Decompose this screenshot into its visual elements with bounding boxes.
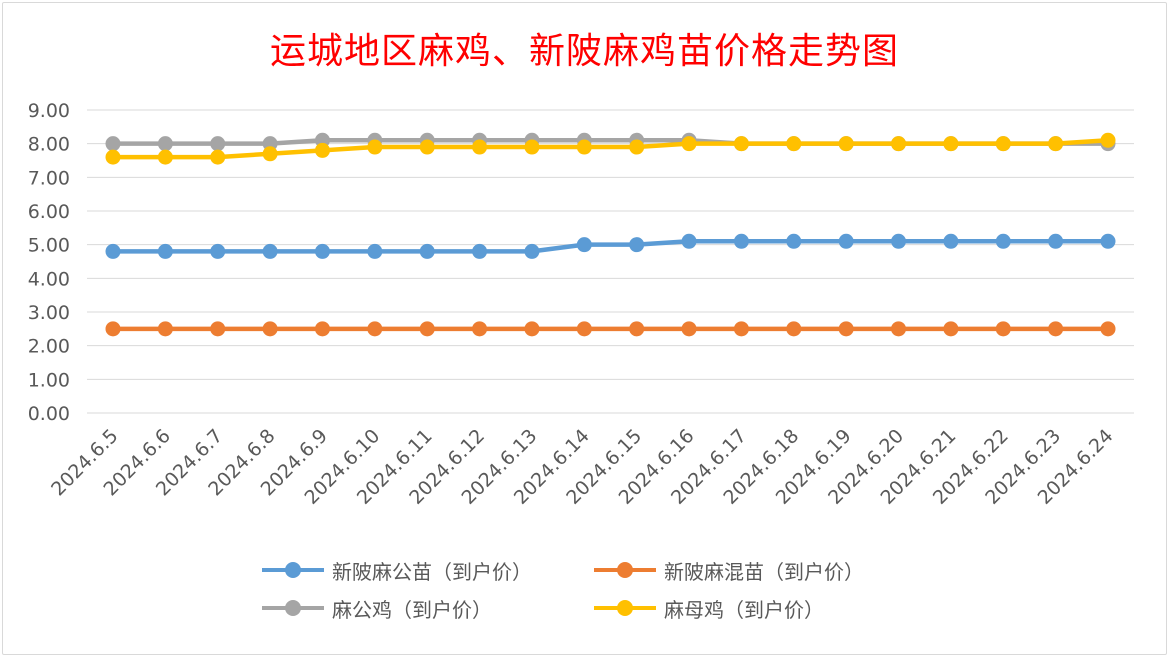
data-point <box>943 136 959 152</box>
data-point <box>262 243 278 259</box>
data-point <box>157 136 173 152</box>
x-axis-tick-labels: 2024.6.52024.6.62024.6.72024.6.82024.6.9… <box>47 425 1117 509</box>
data-point <box>943 321 959 337</box>
data-point <box>576 139 592 155</box>
data-point <box>681 321 697 337</box>
legend-marker-icon <box>262 552 324 588</box>
series-lines <box>105 132 1116 337</box>
data-point <box>105 321 121 337</box>
legend-label: 新陂麻公苗（到户价） <box>332 559 532 584</box>
data-point <box>472 243 488 259</box>
y-tick-label: 1.00 <box>28 369 70 391</box>
data-point <box>210 321 226 337</box>
legend-item-series-0[interactable]: 新陂麻公苗（到户价） <box>262 552 532 588</box>
data-point <box>1048 233 1064 249</box>
data-point <box>210 243 226 259</box>
data-point <box>262 146 278 162</box>
legend-dot <box>285 600 301 616</box>
data-point <box>105 243 121 259</box>
data-point <box>157 149 173 165</box>
data-point <box>314 321 330 337</box>
data-point <box>838 233 854 249</box>
y-tick-label: 9.00 <box>28 100 70 122</box>
data-point <box>1100 321 1116 337</box>
data-point <box>367 321 383 337</box>
legend-label: 新陂麻混苗（到户价） <box>664 559 864 584</box>
legend-item-series-3[interactable]: 麻母鸡（到户价） <box>594 590 824 626</box>
data-point <box>891 321 907 337</box>
data-point <box>995 233 1011 249</box>
y-axis-tick-labels: 0.00 1.00 2.00 3.00 4.00 5.00 6.00 7.00 8.00 9.00 <box>28 100 70 425</box>
legend-item-series-2[interactable]: 麻公鸡（到户价） <box>262 590 492 626</box>
y-tick-label: 0.00 <box>28 403 70 425</box>
legend-dot <box>285 562 301 578</box>
data-point <box>733 233 749 249</box>
series-0 <box>105 233 1116 259</box>
data-point <box>681 136 697 152</box>
data-point <box>524 243 540 259</box>
y-tick-label: 7.00 <box>28 167 70 189</box>
data-point <box>838 321 854 337</box>
legend-marker-icon <box>594 590 656 626</box>
legend-item-series-1[interactable]: 新陂麻混苗（到户价） <box>594 552 864 588</box>
data-point <box>472 139 488 155</box>
data-point <box>210 149 226 165</box>
data-point <box>995 136 1011 152</box>
data-point <box>157 321 173 337</box>
data-point <box>943 233 959 249</box>
series-line <box>113 138 1109 160</box>
data-point <box>105 149 121 165</box>
data-point <box>1100 132 1116 148</box>
y-tick-label: 4.00 <box>28 268 70 290</box>
data-point <box>576 321 592 337</box>
data-point <box>733 321 749 337</box>
data-point <box>105 136 121 152</box>
data-point <box>1048 321 1064 337</box>
data-point <box>157 243 173 259</box>
data-point <box>419 139 435 155</box>
data-point <box>733 136 749 152</box>
series-line <box>113 239 1108 254</box>
legend-marker-icon <box>594 552 656 588</box>
data-point <box>891 233 907 249</box>
y-tick-label: 5.00 <box>28 235 70 257</box>
data-point <box>995 321 1011 337</box>
data-point <box>210 136 226 152</box>
data-point <box>629 321 645 337</box>
data-point <box>524 321 540 337</box>
data-point <box>786 136 802 152</box>
data-point <box>314 243 330 259</box>
legend-dot <box>617 562 633 578</box>
legend-dot <box>617 600 633 616</box>
data-point <box>629 237 645 253</box>
legend-label: 麻母鸡（到户价） <box>664 597 824 622</box>
data-point <box>524 139 540 155</box>
data-point <box>419 243 435 259</box>
data-point <box>1048 136 1064 152</box>
data-point <box>472 321 488 337</box>
legend-label: 麻公鸡（到户价） <box>332 597 492 622</box>
chart-title: 运城地区麻鸡、新陂麻鸡苗价格走势图 <box>269 31 899 72</box>
data-point <box>891 136 907 152</box>
data-point <box>838 136 854 152</box>
data-point <box>681 233 697 249</box>
data-point <box>419 321 435 337</box>
data-point <box>786 321 802 337</box>
data-point <box>367 139 383 155</box>
y-tick-label: 2.00 <box>28 336 70 358</box>
series-3 <box>105 132 1116 165</box>
legend-marker-icon <box>262 590 324 626</box>
y-tick-label: 6.00 <box>28 201 70 223</box>
data-point <box>314 142 330 158</box>
series-1 <box>105 321 1116 337</box>
y-tick-label: 3.00 <box>28 302 70 324</box>
data-point <box>262 321 278 337</box>
data-point <box>1100 233 1116 249</box>
data-point <box>629 139 645 155</box>
data-point <box>576 237 592 253</box>
data-point <box>367 243 383 259</box>
data-point <box>786 233 802 249</box>
y-tick-label: 8.00 <box>28 134 70 156</box>
